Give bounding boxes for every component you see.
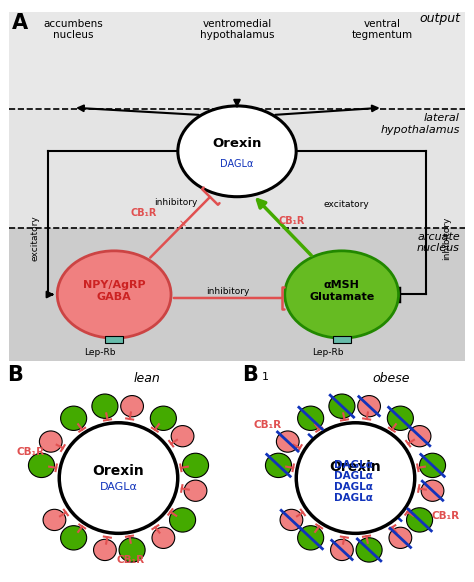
Circle shape: [408, 425, 431, 447]
Circle shape: [59, 423, 178, 533]
Bar: [9, 12, 465, 109]
Circle shape: [61, 406, 87, 431]
Circle shape: [280, 509, 303, 531]
Circle shape: [170, 508, 196, 532]
Text: accumbens
nucleus: accumbens nucleus: [43, 19, 103, 40]
Circle shape: [296, 423, 415, 533]
Text: CB₁R: CB₁R: [278, 216, 305, 226]
Circle shape: [92, 394, 118, 418]
Text: inhibitory: inhibitory: [442, 217, 451, 260]
Circle shape: [356, 538, 382, 562]
Circle shape: [57, 251, 171, 338]
Text: CB₁R: CB₁R: [431, 510, 460, 521]
Text: excitatory: excitatory: [323, 200, 369, 209]
Text: obese: obese: [372, 372, 410, 385]
Circle shape: [330, 540, 353, 560]
Text: CB₁R: CB₁R: [17, 446, 45, 456]
Text: CB₁R: CB₁R: [116, 555, 145, 565]
Text: Orexin: Orexin: [212, 137, 262, 150]
Text: A: A: [12, 13, 28, 33]
Circle shape: [285, 251, 399, 338]
Text: CB₁R: CB₁R: [254, 420, 282, 430]
Circle shape: [298, 526, 324, 550]
Circle shape: [171, 425, 194, 447]
Text: lean: lean: [134, 372, 160, 385]
Circle shape: [419, 453, 446, 478]
Text: Orexin: Orexin: [92, 464, 145, 478]
Circle shape: [389, 527, 412, 548]
Circle shape: [39, 431, 62, 452]
Circle shape: [358, 396, 381, 417]
Circle shape: [121, 396, 144, 417]
FancyBboxPatch shape: [333, 336, 351, 343]
Text: inhibitory: inhibitory: [206, 288, 250, 296]
Circle shape: [28, 453, 55, 478]
Text: NPY/AgRP
GABA: NPY/AgRP GABA: [83, 280, 146, 302]
Text: DAGLα: DAGLα: [334, 482, 373, 492]
Circle shape: [387, 406, 413, 431]
Text: CB₁R: CB₁R: [130, 208, 157, 218]
Circle shape: [150, 406, 176, 431]
Circle shape: [152, 527, 175, 548]
Text: DAGLα: DAGLα: [334, 493, 373, 503]
Bar: [9, 109, 465, 228]
Circle shape: [184, 480, 207, 501]
Bar: [9, 228, 465, 361]
Text: ✕: ✕: [178, 219, 186, 229]
Text: 1: 1: [262, 372, 269, 382]
Circle shape: [298, 406, 324, 431]
Circle shape: [178, 106, 296, 197]
Text: DAGLα: DAGLα: [334, 460, 373, 470]
FancyBboxPatch shape: [105, 336, 123, 343]
Text: Lep-Rb: Lep-Rb: [84, 347, 116, 357]
Text: ventromedial
hypothalamus: ventromedial hypothalamus: [200, 19, 274, 40]
Circle shape: [265, 453, 292, 478]
Circle shape: [421, 480, 444, 501]
Text: DAGLα: DAGLα: [334, 471, 373, 481]
Circle shape: [61, 526, 87, 550]
Text: inhibitory: inhibitory: [154, 198, 197, 207]
Text: output: output: [419, 12, 460, 24]
Circle shape: [407, 508, 433, 532]
Text: B: B: [7, 365, 23, 385]
Text: lateral
hypothalamus: lateral hypothalamus: [381, 113, 460, 134]
Circle shape: [329, 394, 355, 418]
Text: Orexin: Orexin: [329, 460, 382, 474]
Text: DAGLα: DAGLα: [220, 158, 254, 169]
Circle shape: [119, 538, 145, 562]
Text: excitatory: excitatory: [30, 216, 39, 261]
Text: arcuate
nucleus: arcuate nucleus: [417, 232, 460, 253]
Circle shape: [182, 453, 209, 478]
Circle shape: [43, 509, 66, 531]
Text: DAGLα: DAGLα: [100, 482, 137, 492]
Text: Lep-Rb: Lep-Rb: [312, 347, 344, 357]
Text: αMSH
Glutamate: αMSH Glutamate: [309, 280, 374, 302]
Text: B: B: [242, 365, 257, 385]
Text: ventral
tegmentum: ventral tegmentum: [352, 19, 413, 40]
Circle shape: [276, 431, 299, 452]
Circle shape: [93, 540, 116, 560]
